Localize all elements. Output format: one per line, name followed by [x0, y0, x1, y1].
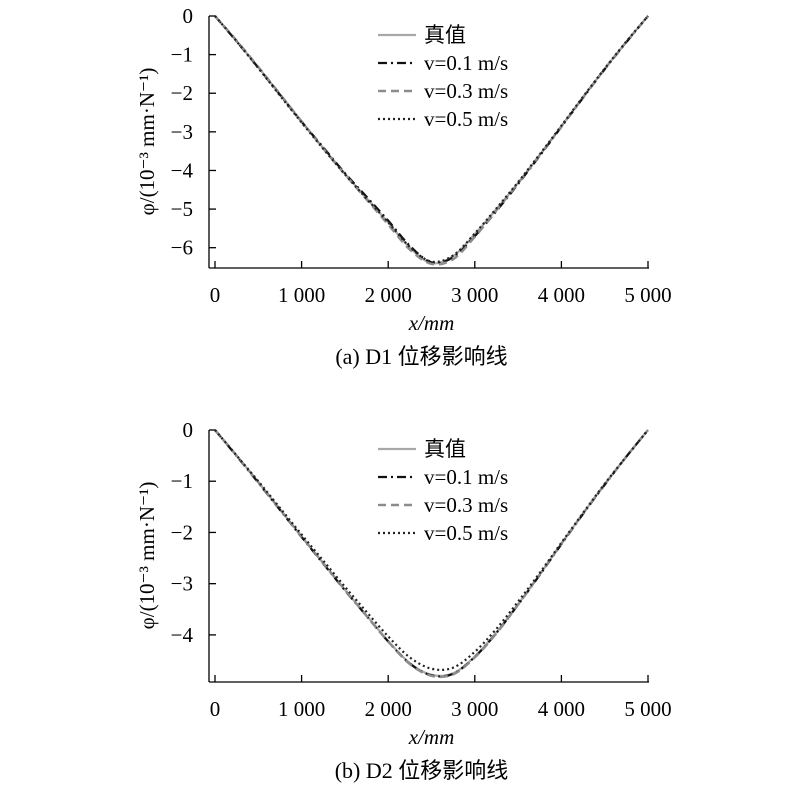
y-tick-label: −2	[171, 81, 193, 105]
y-tick-label: 0	[183, 418, 194, 442]
x-tick-label: 3 000	[451, 283, 498, 307]
legend-label-0: 真值	[424, 23, 466, 47]
series-line-2	[214, 429, 649, 679]
y-tick-label: −3	[171, 572, 193, 596]
x-axis-title: x/mm	[408, 725, 455, 749]
legend-label-2: v=0.3 m/s	[424, 79, 508, 103]
y-tick-label: −2	[171, 520, 193, 544]
series-line-3	[214, 429, 649, 671]
chart-panel-d1: 0 −1 −2 −3 −4 −5 −6 0 1 000 2 000 3 000 4 000 5 000 x…	[135, 4, 672, 369]
legend-label-3: v=0.5 m/s	[424, 521, 508, 545]
y-tick-label: −4	[171, 158, 194, 182]
x-tick-label: 0	[210, 283, 221, 307]
x-tick-label: 1 000	[278, 283, 325, 307]
y-tick-label: −4	[171, 623, 194, 647]
x-tick-label: 1 000	[278, 697, 325, 721]
legend-label-3: v=0.5 m/s	[424, 107, 508, 131]
x-axis-title: x/mm	[408, 311, 455, 335]
y-tick-label: −6	[171, 236, 193, 260]
x-tick-label: 5 000	[624, 697, 671, 721]
series-line-1	[214, 15, 649, 265]
x-tick-label: 4 000	[538, 697, 585, 721]
chart-caption: (a) D1 位移影响线	[335, 344, 507, 369]
x-tick-label: 4 000	[538, 283, 585, 307]
chart-panel-d2: 0 −1 −2 −3 −4 0 1 000 2 000 3 000 4 000 5 000 x/mm φ…	[135, 418, 672, 783]
x-tick-label: 3 000	[451, 697, 498, 721]
x-tick-label: 0	[210, 697, 221, 721]
x-tick-label: 2 000	[365, 697, 412, 721]
y-tick-label: −1	[171, 43, 193, 67]
x-tick-label: 2 000	[365, 283, 412, 307]
x-tick-label: 5 000	[624, 283, 671, 307]
legend-label-0: 真值	[424, 437, 466, 461]
legend-label-2: v=0.3 m/s	[424, 493, 508, 517]
y-tick-label: −3	[171, 120, 193, 144]
legend-label-1: v=0.1 m/s	[424, 465, 508, 489]
chart-caption: (b) D2 位移影响线	[335, 758, 509, 783]
series-line-3	[214, 15, 649, 264]
y-tick-label: 0	[183, 4, 194, 28]
y-tick-label: −5	[171, 197, 193, 221]
y-axis-title: φ/(10⁻³ mm·N⁻¹)	[135, 482, 159, 630]
y-axis-title: φ/(10⁻³ mm·N⁻¹)	[135, 68, 159, 216]
legend-label-1: v=0.1 m/s	[424, 51, 508, 75]
y-tick-label: −1	[171, 469, 193, 493]
